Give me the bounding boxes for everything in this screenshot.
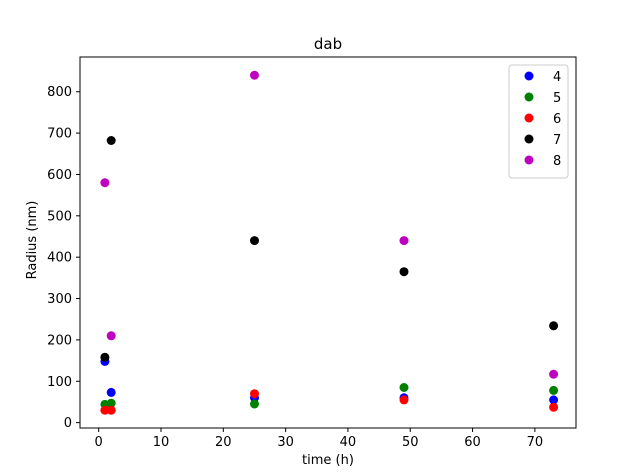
y-axis-label: Radius (nm) [25, 201, 40, 280]
data-point-series-8-1 [106, 331, 116, 341]
data-point-series-6-1 [106, 405, 116, 415]
data-point-series-6-0 [100, 405, 110, 415]
y-tick-label: 100 [47, 375, 72, 390]
data-point-series-7-4 [549, 321, 559, 331]
data-point-series-7-3 [399, 267, 409, 277]
y-tick-label: 200 [47, 333, 72, 348]
legend-marker-4 [524, 71, 534, 81]
x-tick-label: 70 [527, 435, 544, 450]
data-point-series-5-4 [549, 385, 559, 395]
data-point-series-6-2 [250, 389, 259, 399]
data-point-series-8-4 [549, 369, 559, 379]
data-point-series-6-4 [549, 402, 559, 412]
y-tick-label: 700 [47, 127, 72, 142]
data-point-series-5-2 [250, 399, 259, 409]
x-tick-label: 0 [95, 435, 103, 450]
legend-marker-6 [524, 113, 534, 123]
plot-frame [79, 56, 577, 429]
x-tick-label: 10 [153, 435, 170, 450]
y-tick-label: 400 [47, 251, 72, 266]
x-tick-label: 50 [402, 435, 419, 450]
data-point-series-4-1 [106, 387, 116, 397]
data-point-series-7-2 [250, 236, 259, 246]
legend-marker-5 [524, 92, 534, 102]
x-tick-label: 20 [215, 435, 232, 450]
x-axis-ticks: 0 10 20 30 40 50 60 70 [95, 428, 544, 450]
x-axis-label: time (h) [302, 453, 354, 468]
legend-label-4: 4 [553, 70, 561, 85]
chart-title: dab [314, 35, 342, 53]
data-point-series-4-4 [549, 395, 559, 405]
legend-label-5: 5 [553, 91, 561, 106]
legend-box [508, 64, 569, 179]
x-tick-label: 30 [277, 435, 294, 450]
y-tick-label: 600 [47, 168, 72, 183]
y-tick-label: 0 [64, 416, 72, 431]
data-point-series-8-2 [250, 70, 259, 80]
data-point-series-8-3 [399, 236, 409, 246]
data-point-series-7-1 [106, 136, 116, 145]
plot-area [79, 56, 577, 429]
legend-label-7: 7 [553, 133, 561, 148]
x-tick-label: 40 [340, 435, 357, 450]
legend-marker-7 [524, 134, 534, 144]
y-axis-ticks: 0 100 200 300 400 500 600 700 800 [47, 85, 80, 431]
y-tick-label: 800 [47, 85, 72, 100]
y-tick-label: 500 [47, 209, 72, 224]
legend-label-8: 8 [553, 154, 561, 169]
x-tick-label: 60 [464, 435, 481, 450]
data-point-series-7-0 [100, 352, 110, 362]
data-point-series-5-1 [106, 398, 116, 408]
y-tick-label: 300 [47, 292, 72, 307]
legend-marker-8 [524, 155, 534, 165]
legend-label-6: 6 [553, 112, 561, 127]
data-point-series-8-0 [100, 178, 110, 188]
legend: 4 5 6 7 8 [508, 64, 569, 179]
data-point-series-5-3 [399, 383, 409, 392]
data-point-series-6-3 [399, 395, 409, 405]
